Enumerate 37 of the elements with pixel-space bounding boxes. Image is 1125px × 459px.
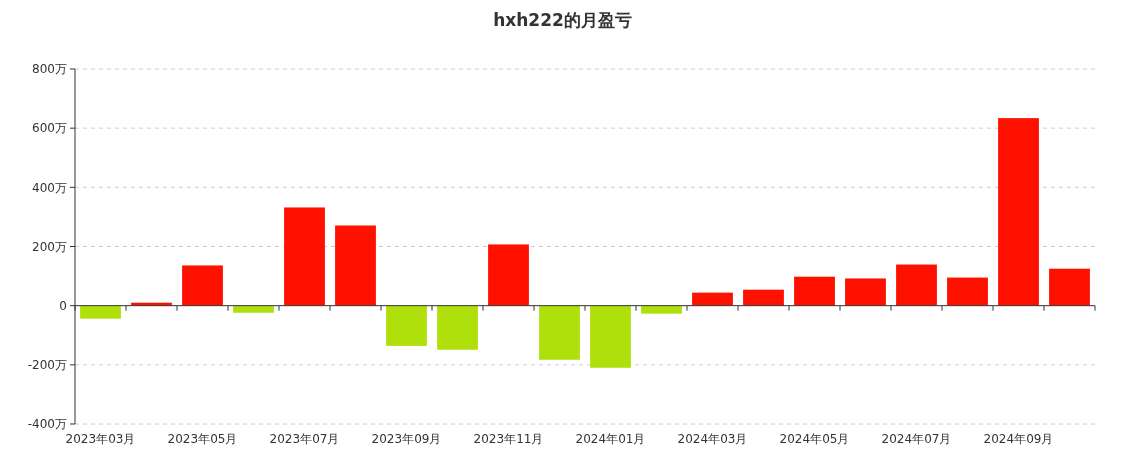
x-tick-label: 2023年03月 bbox=[65, 432, 136, 446]
bar bbox=[233, 305, 274, 313]
x-tick-label: 2023年11月 bbox=[473, 432, 544, 446]
x-tick-label: 2023年07月 bbox=[269, 432, 340, 446]
y-tick-label: -200万 bbox=[27, 358, 67, 373]
bar bbox=[947, 277, 988, 306]
bar bbox=[692, 292, 733, 306]
y-tick-label: 400万 bbox=[32, 180, 67, 195]
x-tick-label: 2024年07月 bbox=[881, 432, 952, 446]
y-tick-label: 800万 bbox=[32, 62, 67, 77]
bar bbox=[284, 207, 325, 306]
x-tick-label: 2024年05月 bbox=[779, 432, 850, 446]
bar bbox=[1049, 268, 1090, 306]
x-tick-label: 2024年03月 bbox=[677, 432, 748, 446]
bar bbox=[590, 305, 631, 368]
y-tick-label: 200万 bbox=[32, 239, 67, 254]
bar bbox=[386, 305, 427, 346]
bar bbox=[488, 244, 529, 306]
bar bbox=[80, 305, 121, 319]
bar bbox=[896, 264, 937, 306]
x-tick-label: 2024年01月 bbox=[575, 432, 646, 446]
bar bbox=[641, 305, 682, 314]
bar bbox=[998, 118, 1039, 306]
x-tick-label: 2023年05月 bbox=[167, 432, 238, 446]
y-tick-label: 0 bbox=[59, 298, 67, 313]
bar bbox=[182, 265, 223, 306]
chart-title: hxh222的月盈亏 bbox=[493, 10, 632, 30]
x-tick-label: 2023年09月 bbox=[371, 432, 442, 446]
bar bbox=[437, 305, 478, 350]
x-tick-label: 2024年09月 bbox=[983, 432, 1054, 446]
bar bbox=[845, 278, 886, 306]
bar bbox=[794, 276, 835, 306]
bar bbox=[539, 305, 580, 360]
bar bbox=[743, 289, 784, 306]
y-tick-label: 600万 bbox=[32, 121, 67, 136]
y-tick-label: -400万 bbox=[27, 417, 67, 432]
bar bbox=[335, 225, 376, 306]
